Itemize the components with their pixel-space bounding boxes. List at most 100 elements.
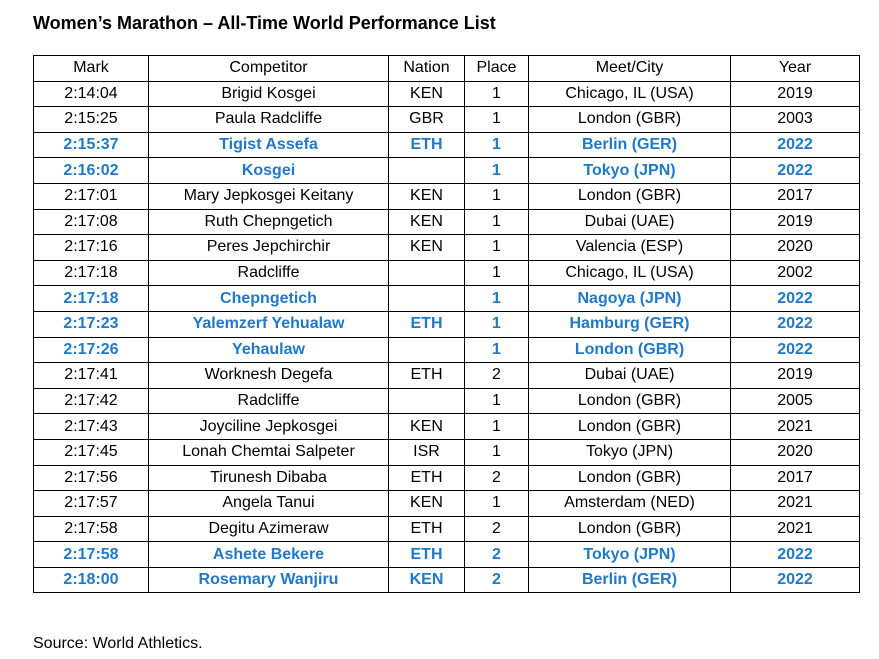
cell-meet-city: Dubai (UAE) — [528, 208, 731, 236]
cell-mark: 2:17:01 — [33, 182, 149, 210]
cell-meet-city: London (GBR) — [528, 182, 731, 210]
cell-year: 2022 — [730, 310, 860, 338]
cell-mark: 2:15:25 — [33, 106, 149, 133]
cell-mark: 2:17:23 — [33, 310, 149, 338]
cell-mark: 2:17:45 — [33, 438, 149, 466]
cell-meet-city: Tokyo (JPN) — [528, 541, 731, 568]
cell-competitor: Worknesh Degefa — [148, 362, 389, 389]
column-header-nation: Nation — [388, 55, 465, 82]
cell-meet-city: Chicago, IL (USA) — [528, 80, 731, 108]
cell-nation — [388, 157, 465, 184]
cell-year: 2017 — [730, 182, 860, 210]
cell-mark: 2:16:02 — [33, 157, 149, 184]
cell-place: 1 — [464, 106, 529, 133]
cell-mark: 2:17:16 — [33, 234, 149, 261]
cell-competitor: Kosgei — [148, 157, 389, 184]
table-row: 2:17:58 Ashete Bekere ETH 2 Tokyo (JPN) 2022 — [33, 541, 860, 568]
cell-nation: KEN — [388, 490, 465, 517]
cell-year: 2003 — [730, 106, 860, 133]
cell-meet-city: Nagoya (JPN) — [528, 285, 731, 312]
table-body: 2:14:04 Brigid Kosgei KEN 1 Chicago, IL (USA… — [33, 80, 860, 594]
cell-year: 2019 — [730, 362, 860, 389]
cell-nation: KEN — [388, 182, 465, 210]
cell-year: 2002 — [730, 259, 860, 287]
cell-year: 2017 — [730, 464, 860, 492]
cell-meet-city: Tokyo (JPN) — [528, 438, 731, 466]
cell-place: 1 — [464, 387, 529, 415]
cell-meet-city: London (GBR) — [528, 413, 731, 440]
table-header-row: Mark Competitor Nation Place Meet/City Y… — [33, 55, 860, 82]
cell-mark: 2:17:58 — [33, 515, 149, 543]
table-row: 2:17:23 Yalemzerf Yehualaw ETH 1 Hamburg (GE… — [33, 310, 860, 338]
table-row: 2:17:16 Peres Jepchirchir KEN 1 Valencia (ES… — [33, 234, 860, 261]
table-row: 2:15:25 Paula Radcliffe GBR 1 London (GBR) 20… — [33, 106, 860, 133]
table-row: 2:17:56 Tirunesh Dibaba ETH 2 London (GBR) 20… — [33, 464, 860, 492]
cell-nation: KEN — [388, 413, 465, 440]
cell-meet-city: Tokyo (JPN) — [528, 157, 731, 184]
table-row: 2:17:58 Degitu Azimeraw ETH 2 London (GBR) 20… — [33, 515, 860, 543]
cell-nation: ETH — [388, 310, 465, 338]
cell-place: 1 — [464, 157, 529, 184]
cell-mark: 2:17:56 — [33, 464, 149, 492]
cell-mark: 2:17:08 — [33, 208, 149, 236]
table-row: 2:17:41 Worknesh Degefa ETH 2 Dubai (UAE) 201… — [33, 362, 860, 389]
table-row: 2:15:37 Tigist Assefa ETH 1 Berlin (GER) 2022 — [33, 131, 860, 159]
cell-year: 2020 — [730, 438, 860, 466]
cell-competitor: Mary Jepkosgei Keitany — [148, 182, 389, 210]
cell-place: 1 — [464, 131, 529, 159]
cell-place: 1 — [464, 413, 529, 440]
cell-place: 2 — [464, 464, 529, 492]
cell-year: 2022 — [730, 131, 860, 159]
cell-year: 2022 — [730, 541, 860, 568]
cell-mark: 2:17:26 — [33, 336, 149, 364]
cell-mark: 2:15:37 — [33, 131, 149, 159]
cell-competitor: Brigid Kosgei — [148, 80, 389, 108]
cell-place: 1 — [464, 182, 529, 210]
table-row: 2:17:26 Yehaulaw 1 London (GBR) 2022 — [33, 336, 860, 364]
table-row: 2:17:43 Joyciline Jepkosgei KEN 1 London (GB… — [33, 413, 860, 440]
cell-nation: ETH — [388, 362, 465, 389]
cell-nation: ETH — [388, 464, 465, 492]
cell-place: 2 — [464, 541, 529, 568]
cell-place: 1 — [464, 490, 529, 517]
column-header-place: Place — [464, 55, 529, 82]
cell-place: 1 — [464, 285, 529, 312]
cell-year: 2019 — [730, 208, 860, 236]
cell-competitor: Yehaulaw — [148, 336, 389, 364]
table-row: 2:17:01 Mary Jepkosgei Keitany KEN 1 London … — [33, 182, 860, 210]
cell-place: 1 — [464, 80, 529, 108]
source-note: Source: World Athletics. — [33, 635, 203, 652]
cell-meet-city: Berlin (GER) — [528, 566, 731, 594]
cell-meet-city: London (GBR) — [528, 336, 731, 364]
cell-place: 1 — [464, 259, 529, 287]
cell-nation: ETH — [388, 515, 465, 543]
column-header-year: Year — [730, 55, 860, 82]
cell-competitor: Tigist Assefa — [148, 131, 389, 159]
cell-meet-city: London (GBR) — [528, 106, 731, 133]
cell-competitor: Yalemzerf Yehualaw — [148, 310, 389, 338]
cell-nation: ISR — [388, 438, 465, 466]
cell-year: 2022 — [730, 157, 860, 184]
cell-year: 2005 — [730, 387, 860, 415]
cell-year: 2021 — [730, 515, 860, 543]
cell-competitor: Ashete Bekere — [148, 541, 389, 568]
cell-meet-city: Hamburg (GER) — [528, 310, 731, 338]
cell-year: 2021 — [730, 490, 860, 517]
cell-mark: 2:14:04 — [33, 80, 149, 108]
cell-meet-city: Dubai (UAE) — [528, 362, 731, 389]
performance-table: Mark Competitor Nation Place Meet/City Y… — [33, 55, 860, 594]
cell-year: 2019 — [730, 80, 860, 108]
table-row: 2:17:18 Chepngetich 1 Nagoya (JPN) 2022 — [33, 285, 860, 312]
cell-mark: 2:17:18 — [33, 285, 149, 312]
cell-nation: KEN — [388, 80, 465, 108]
cell-place: 1 — [464, 310, 529, 338]
table-row: 2:17:57 Angela Tanui KEN 1 Amsterdam (NED) 20… — [33, 490, 860, 517]
cell-mark: 2:17:57 — [33, 490, 149, 517]
cell-mark: 2:18:00 — [33, 566, 149, 594]
cell-competitor: Ruth Chepngetich — [148, 208, 389, 236]
cell-nation — [388, 336, 465, 364]
cell-meet-city: Chicago, IL (USA) — [528, 259, 731, 287]
table-row: 2:14:04 Brigid Kosgei KEN 1 Chicago, IL (USA… — [33, 80, 860, 108]
table-row: 2:17:42 Radcliffe 1 London (GBR) 2005 — [33, 387, 860, 415]
cell-meet-city: Valencia (ESP) — [528, 234, 731, 261]
